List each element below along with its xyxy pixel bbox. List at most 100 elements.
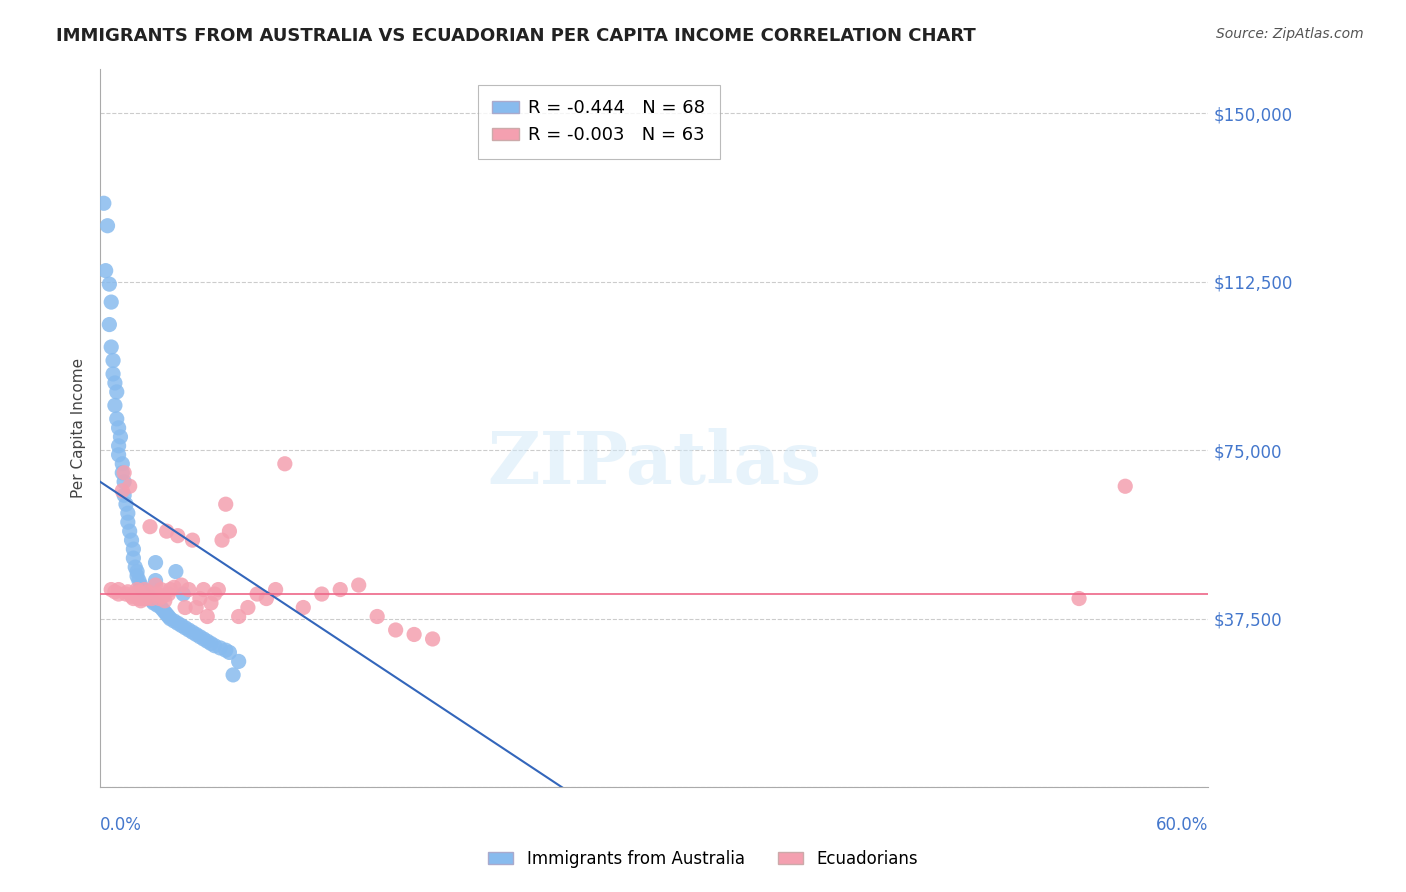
Point [141,591,163,606]
Point [215,497,238,511]
Point [141,594,163,608]
Point [254,591,277,606]
Point [329,582,352,597]
Point [105,412,128,426]
Point [118,524,141,538]
Legend: Immigrants from Australia, Ecuadorians: Immigrants from Australia, Ecuadorians [481,844,925,875]
Point [159,612,181,626]
Point [96,219,118,233]
Point [366,609,388,624]
Point [107,421,129,435]
Point [163,580,186,594]
Point [107,439,129,453]
Point [122,551,145,566]
Y-axis label: Per Capita Income: Per Capita Income [72,358,86,498]
Text: ZIPatlas: ZIPatlas [486,428,821,500]
Point [174,600,197,615]
Point [112,475,135,489]
Point [209,640,232,655]
Text: 0.0%: 0.0% [100,816,142,834]
Point [274,457,297,471]
Point [93,196,115,211]
Point [188,591,211,606]
Point [125,565,148,579]
Point [311,587,333,601]
Text: 60.0%: 60.0% [1156,816,1208,834]
Point [115,497,138,511]
Text: Source: ZipAtlas.com: Source: ZipAtlas.com [1216,27,1364,41]
Point [153,594,176,608]
Point [111,466,134,480]
Point [152,589,174,603]
Point [105,384,128,399]
Point [139,519,162,533]
Point [172,587,194,601]
Point [422,632,444,646]
Point [215,643,238,657]
Point [124,560,146,574]
Point [148,591,170,606]
Point [131,591,153,606]
Point [98,318,121,332]
Point [157,587,180,601]
Point [159,582,181,597]
Point [222,668,245,682]
Point [193,632,215,646]
Point [156,524,179,538]
Point [98,277,121,292]
Point [204,639,226,653]
Point [292,600,315,615]
Point [128,584,150,599]
Point [104,376,127,390]
Point [200,596,222,610]
Point [107,582,129,597]
Point [139,591,162,606]
Point [110,430,132,444]
Point [170,578,193,592]
Point [111,483,134,498]
Point [145,574,167,588]
Point [104,584,127,599]
Point [101,353,124,368]
Point [1067,591,1090,606]
Point [134,582,156,597]
Point [181,625,204,640]
Point [264,582,287,597]
Point [121,533,143,548]
Point [186,600,208,615]
Point [236,600,259,615]
Point [107,448,129,462]
Point [218,524,240,538]
Point [100,295,122,310]
Point [101,367,124,381]
Point [165,565,187,579]
Point [117,584,139,599]
Point [146,599,169,613]
Point [174,621,197,635]
Point [125,582,148,597]
Point [156,607,179,622]
Point [228,609,250,624]
Point [128,574,150,588]
Point [122,542,145,557]
Point [188,630,211,644]
Point [218,645,240,659]
Point [111,457,134,471]
Point [117,506,139,520]
Point [104,398,127,412]
Point [150,582,173,597]
Point [404,627,426,641]
Point [153,605,176,619]
Point [186,627,208,641]
Point [134,584,156,599]
Point [181,533,204,548]
Point [122,591,145,606]
Point [170,618,193,632]
Point [118,479,141,493]
Point [136,589,159,603]
Point [228,655,250,669]
Point [129,578,152,592]
Point [1114,479,1136,493]
Point [100,340,122,354]
Point [211,533,233,548]
